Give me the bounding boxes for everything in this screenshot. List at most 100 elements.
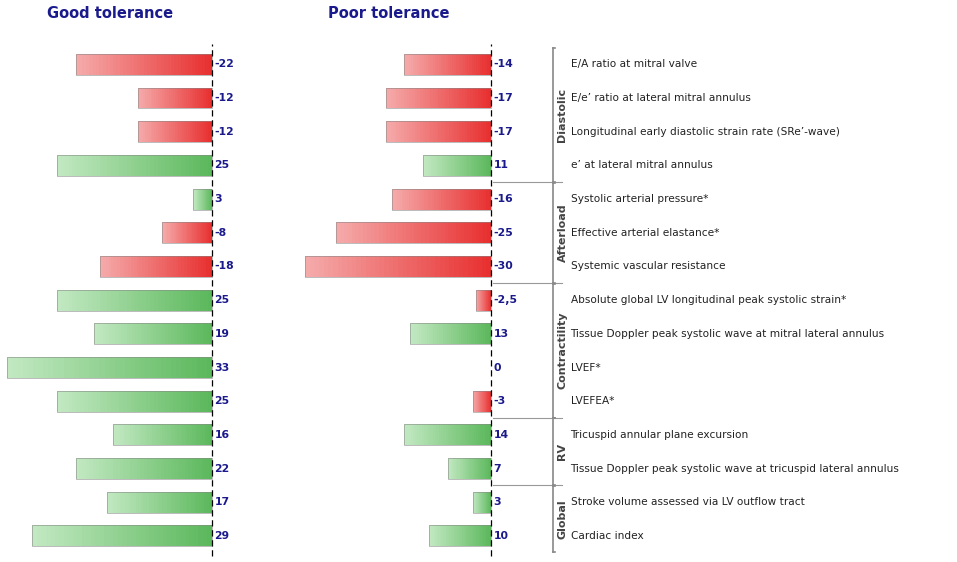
Bar (126, 54, 130, 75)
Bar (138, 492, 141, 513)
Bar (446, 54, 448, 75)
Bar (141, 492, 144, 513)
Bar (192, 289, 196, 311)
Bar (480, 525, 481, 546)
Bar (456, 424, 458, 445)
Bar (204, 256, 207, 277)
Bar (154, 54, 157, 75)
Bar (169, 155, 173, 176)
Bar (165, 256, 167, 277)
Bar (443, 424, 446, 445)
Bar (191, 458, 195, 479)
Bar (118, 525, 122, 546)
Bar (191, 54, 195, 75)
Bar (420, 88, 423, 108)
Bar (150, 88, 152, 108)
Bar (484, 54, 487, 75)
Bar (465, 323, 467, 345)
Bar (186, 323, 189, 345)
Bar (193, 88, 195, 108)
Bar (100, 289, 103, 311)
Bar (138, 424, 140, 445)
Bar (431, 121, 434, 142)
Bar (33, 525, 36, 546)
Bar (111, 391, 115, 411)
Bar (412, 88, 414, 108)
Bar (483, 525, 485, 546)
Bar (178, 88, 180, 108)
Bar (208, 289, 212, 311)
Bar (181, 525, 185, 546)
Bar (95, 525, 100, 546)
Bar (130, 492, 133, 513)
Bar (422, 54, 424, 75)
Bar (458, 155, 460, 176)
Bar (445, 223, 449, 243)
Bar (114, 256, 117, 277)
Bar (375, 256, 380, 277)
Bar (111, 155, 115, 176)
Bar (428, 424, 431, 445)
Bar (144, 492, 146, 513)
Bar (469, 323, 471, 345)
Bar (137, 256, 140, 277)
Bar (143, 289, 146, 311)
Bar (414, 189, 416, 210)
Bar (449, 256, 454, 277)
Bar (394, 223, 398, 243)
Bar (154, 121, 156, 142)
Bar (94, 323, 97, 345)
Bar (487, 424, 489, 445)
Bar (117, 458, 120, 479)
Bar (441, 323, 443, 345)
Bar (208, 525, 212, 546)
Bar (169, 223, 171, 243)
Bar (439, 54, 441, 75)
Bar (163, 424, 165, 445)
Bar (456, 121, 459, 142)
Bar (123, 323, 126, 345)
Bar (453, 458, 455, 479)
Bar (100, 54, 102, 75)
Bar (158, 391, 162, 411)
Bar (157, 458, 161, 479)
Bar (206, 323, 209, 345)
Bar (198, 223, 200, 243)
Bar (96, 458, 100, 479)
Bar (119, 155, 122, 176)
Bar (123, 54, 126, 75)
Bar (410, 223, 413, 243)
Bar (150, 155, 154, 176)
Bar (417, 54, 419, 75)
Bar (131, 256, 134, 277)
Bar (484, 155, 486, 176)
Bar (338, 256, 343, 277)
Bar (441, 424, 443, 445)
Bar (434, 54, 436, 75)
Bar (402, 223, 406, 243)
Bar (178, 54, 181, 75)
Bar (486, 121, 488, 142)
Bar (165, 223, 167, 243)
Bar (141, 458, 144, 479)
Bar (460, 155, 462, 176)
Bar (80, 289, 84, 311)
Bar (115, 289, 119, 311)
Bar (406, 223, 410, 243)
Bar (162, 289, 166, 311)
Bar (156, 121, 158, 142)
Bar (478, 256, 481, 277)
Text: Diastolic: Diastolic (558, 88, 568, 142)
Bar (456, 458, 457, 479)
Bar (172, 424, 175, 445)
Bar (472, 458, 473, 479)
Bar (154, 391, 158, 411)
Bar (111, 289, 115, 311)
Bar (145, 357, 150, 378)
Bar (414, 121, 417, 142)
Bar (449, 155, 450, 176)
Text: 7: 7 (494, 464, 501, 474)
Bar (476, 155, 478, 176)
Bar (436, 155, 438, 176)
Bar (184, 88, 186, 108)
